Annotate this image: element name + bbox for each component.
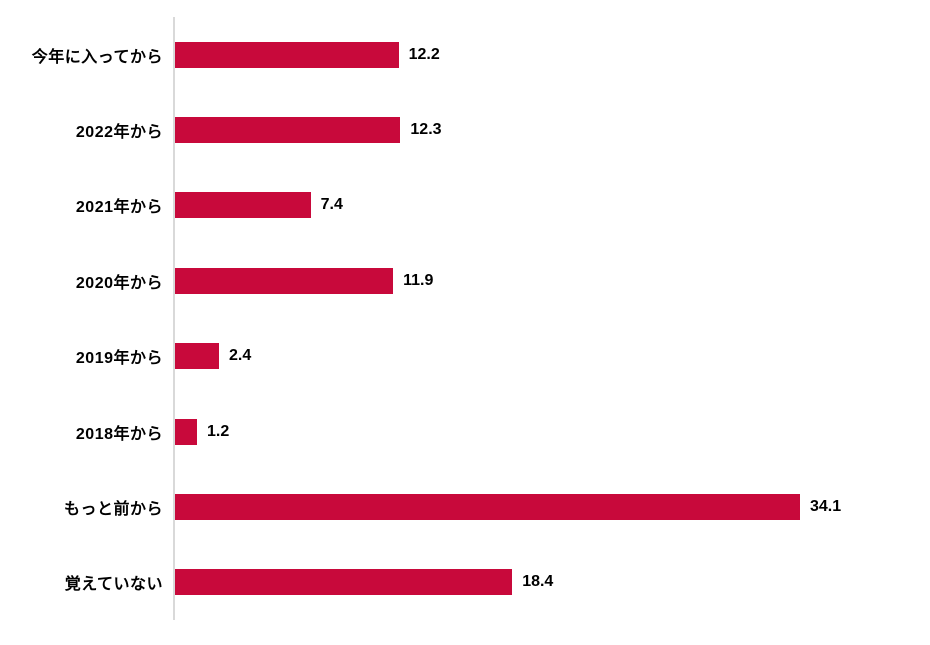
value-label: 2.4 [229,347,252,365]
bar-row: 覚えていない 18.4 [0,545,930,620]
bar [175,41,399,68]
bar-row: 2020年から 11.9 [0,243,930,318]
bar-rows: 今年に入ってから 12.2 2022年から 12.3 2021年から 7.4 2020年から… [0,17,930,620]
value-label: 34.1 [810,497,842,515]
value-label: 1.2 [207,422,230,440]
bar [175,267,394,294]
category-label: 2021年から [75,199,163,217]
category-label: 2018年から [75,425,163,443]
category-label: 今年に入ってから [31,48,163,66]
value-label: 18.4 [522,573,554,591]
value-label: 11.9 [403,271,434,289]
bar-row: 2019年から 2.4 [0,319,930,394]
bar [175,117,401,144]
category-label: もっと前から [63,500,163,518]
bar-row: もっと前から 34.1 [0,469,930,544]
bar-row: 今年に入ってから 12.2 [0,17,930,92]
bar-row: 2021年から 7.4 [0,168,930,243]
bar [175,343,219,370]
bar [175,418,197,445]
bar [175,192,311,219]
bar [175,569,513,596]
y-axis-line [173,17,175,620]
category-label: 2022年から [75,124,163,142]
bar [175,493,800,520]
category-label: 2020年から [75,274,163,292]
bar-row: 2018年から 1.2 [0,394,930,469]
category-label: 覚えていない [64,576,163,594]
value-label: 12.2 [408,45,440,63]
category-label: 2019年から [75,350,163,368]
value-label: 7.4 [320,196,343,214]
bar-row: 2022年から 12.3 [0,92,930,167]
value-label: 12.3 [410,121,442,139]
